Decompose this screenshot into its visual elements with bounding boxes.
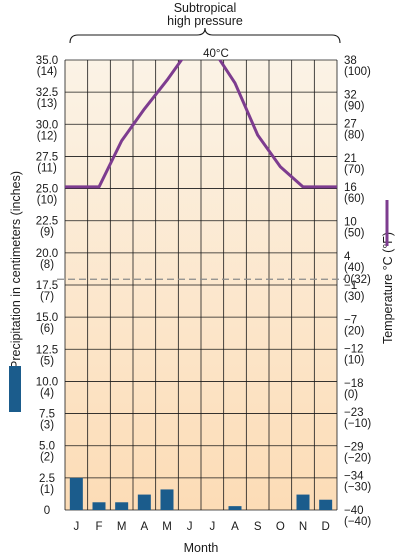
right-tick-label: 32 — [344, 90, 357, 102]
right-tick-sublabel: (40) — [344, 262, 365, 274]
right-tick-label: 0(32) — [344, 274, 371, 286]
x-tick-label: O — [276, 521, 285, 533]
precipitation-bar — [228, 506, 242, 510]
left-axis-ticks: 35.0(14) 32.5(13) 30.0(12) 27.5(11) 25.0(10)… — [36, 55, 58, 517]
left-tick-sublabel: (11) — [37, 162, 57, 174]
left-tick-sublabel: (2) — [40, 452, 54, 464]
left-tick-sublabel: (13) — [37, 98, 58, 110]
x-tick-label: D — [322, 521, 330, 533]
x-tick-label: N — [299, 521, 307, 533]
right-tick-sublabel: (50) — [344, 228, 365, 240]
right-tick-label: 4 — [344, 251, 351, 263]
right-tick-label: 27 — [344, 118, 357, 130]
left-tick-sublabel: (5) — [40, 355, 54, 367]
precipitation-bar — [92, 502, 106, 510]
right-tick-sublabel: (100) — [344, 66, 371, 78]
left-tick-sublabel: (9) — [40, 227, 54, 239]
left-tick-label: 20.0 — [36, 248, 58, 260]
left-tick-sublabel: (6) — [40, 323, 54, 335]
left-tick-sublabel: (10) — [37, 195, 58, 207]
right-tick-label: 21 — [344, 153, 357, 165]
precipitation-bar — [296, 494, 310, 510]
annotation-line-2: high pressure — [167, 14, 243, 28]
left-tick-label: 7.5 — [39, 409, 55, 421]
left-axis-title: Precipitation in centimeters (inches) — [9, 171, 23, 369]
right-tick-sublabel: (70) — [344, 164, 365, 176]
left-tick-label: 12.5 — [36, 344, 58, 356]
left-tick-label: 25.0 — [36, 184, 58, 196]
temperature-line — [65, 60, 337, 189]
left-tick-sublabel: (7) — [40, 291, 54, 303]
left-tick-label: 5.0 — [39, 441, 55, 453]
x-tick-label: J — [73, 521, 79, 533]
precipitation-bar — [319, 499, 333, 510]
precipitation-bar — [137, 494, 151, 510]
left-tick-sublabel: (1) — [40, 484, 54, 496]
right-tick-sublabel: (0) — [344, 389, 358, 401]
right-tick-sublabel: (−40) — [344, 516, 371, 528]
left-tick-label: 32.5 — [36, 87, 58, 99]
left-tick-label: 15.0 — [36, 312, 58, 324]
right-tick-sublabel: (−20) — [344, 453, 371, 465]
right-tick-label: −29 — [344, 442, 364, 454]
right-tick-label: 38 — [344, 55, 357, 67]
left-tick-label: 2.5 — [39, 473, 55, 485]
peak-label: 40°C — [203, 48, 229, 60]
right-tick-label: −18 — [344, 378, 364, 390]
right-tick-sublabel: (20) — [344, 326, 365, 338]
right-tick-label: −40 — [344, 505, 364, 517]
x-tick-label: M — [117, 521, 127, 533]
x-tick-label: J — [187, 521, 193, 533]
x-tick-label: A — [231, 521, 239, 533]
right-tick-label: 16 — [344, 182, 357, 194]
precipitation-bar — [69, 477, 83, 510]
right-tick-sublabel: (−10) — [344, 418, 371, 430]
temperature-line-layer — [65, 60, 337, 189]
x-axis-title: Month — [184, 541, 219, 555]
right-tick-label: −1 — [344, 280, 357, 292]
precipitation-bar — [115, 502, 129, 510]
left-tick-sublabel: (3) — [40, 420, 54, 432]
right-tick-sublabel: (10) — [344, 354, 365, 366]
annotation-line-1: Subtropical — [174, 1, 237, 15]
precipitation-bar — [160, 489, 174, 510]
left-tick-label: 0 — [44, 505, 50, 517]
x-tick-label: A — [140, 521, 148, 533]
precipitation-legend-marker — [9, 366, 21, 412]
x-tick-label: J — [209, 521, 215, 533]
right-axis-title: Temperature °C (°F) — [381, 232, 395, 344]
right-tick-sublabel: (80) — [344, 129, 365, 141]
annotation-brace — [69, 27, 341, 44]
left-tick-sublabel: (14) — [37, 66, 58, 78]
right-tick-sublabel: (−30) — [344, 481, 371, 493]
left-tick-label: 30.0 — [36, 119, 58, 131]
right-tick-label: −12 — [344, 343, 364, 355]
x-tick-label: S — [254, 521, 262, 533]
left-tick-label: 10.0 — [36, 376, 58, 388]
left-tick-sublabel: (12) — [37, 130, 58, 142]
x-tick-label: F — [95, 521, 102, 533]
left-tick-sublabel: (4) — [40, 387, 54, 399]
right-tick-sublabel: (30) — [344, 291, 365, 303]
precipitation-bars — [69, 477, 333, 510]
right-tick-label: −34 — [344, 470, 364, 482]
right-tick-sublabel: (60) — [344, 193, 365, 205]
left-tick-label: 22.5 — [36, 216, 58, 228]
x-tick-label: M — [162, 521, 172, 533]
grid — [57, 59, 345, 511]
left-tick-label: 35.0 — [36, 55, 58, 67]
left-tick-sublabel: (8) — [40, 259, 54, 271]
right-tick-label: −7 — [344, 315, 357, 327]
left-tick-label: 27.5 — [36, 151, 58, 163]
right-tick-label: −23 — [344, 407, 364, 419]
right-axis-ticks: 38(100) 32(90) 27(80) 21(70) 16(60) 10(50) 4(4… — [344, 55, 371, 528]
right-tick-sublabel: (90) — [344, 101, 365, 113]
left-tick-label: 17.5 — [36, 280, 58, 292]
right-tick-label: 10 — [344, 217, 357, 229]
